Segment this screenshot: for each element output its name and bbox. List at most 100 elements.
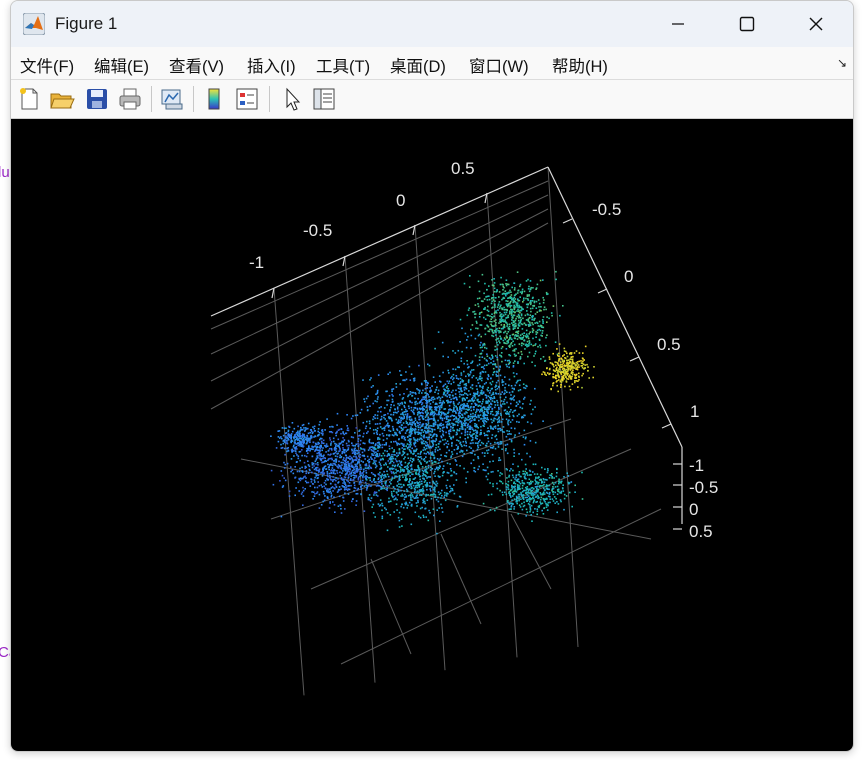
menu-file[interactable]: 文件(F) xyxy=(20,58,75,76)
scatter-point xyxy=(498,427,500,430)
scatter-point xyxy=(545,336,547,339)
scatter-point xyxy=(434,347,436,350)
scatter-point xyxy=(437,491,440,493)
scatter-point xyxy=(403,437,406,440)
scatter-point xyxy=(428,509,430,512)
scatter-point xyxy=(533,499,536,501)
scatter-point xyxy=(468,379,470,381)
scatter-point xyxy=(513,308,515,311)
save-icon[interactable] xyxy=(84,86,110,112)
scatter-point xyxy=(523,322,526,324)
scatter-point xyxy=(500,321,502,324)
insert-colorbar-icon[interactable] xyxy=(201,86,227,112)
scatter-point xyxy=(454,459,457,461)
scatter-point xyxy=(408,480,410,483)
scatter-point xyxy=(492,428,494,430)
scatter-point xyxy=(563,354,565,356)
scatter-point xyxy=(479,344,481,346)
scatter-point xyxy=(462,404,465,407)
scatter-point xyxy=(432,419,435,422)
scatter-point xyxy=(494,345,497,348)
scatter-point xyxy=(396,452,398,454)
dock-arrow-icon[interactable]: ↘ xyxy=(836,56,847,70)
figure-canvas[interactable]: -1 -0.5 0 0.5 -0.5 0 0.5 1 -1 -0.5 0 0.5 xyxy=(11,119,853,751)
menu-view[interactable]: 查看(V) xyxy=(169,58,224,76)
scatter-point xyxy=(403,411,406,413)
link-plot-icon[interactable] xyxy=(159,86,185,112)
scatter-point xyxy=(530,474,532,476)
scatter-point xyxy=(499,459,502,461)
new-figure-icon[interactable] xyxy=(16,86,42,112)
scatter-point xyxy=(542,279,544,281)
close-button[interactable] xyxy=(781,1,851,47)
scatter-point xyxy=(418,470,421,472)
scatter-point xyxy=(357,479,360,481)
scatter-point xyxy=(464,332,467,335)
scatter-point xyxy=(509,361,511,363)
scatter-point xyxy=(417,469,419,471)
scatter-point xyxy=(418,485,420,487)
scatter-point xyxy=(462,380,464,383)
scatter-point xyxy=(555,364,557,367)
scatter-point xyxy=(350,471,353,474)
scatter-point xyxy=(440,424,443,427)
menu-help[interactable]: 帮助(H) xyxy=(552,58,608,76)
scatter-point xyxy=(501,379,504,381)
scatter-point xyxy=(425,475,427,477)
scatter-point xyxy=(305,481,308,484)
menu-edit[interactable]: 编辑(E) xyxy=(94,58,149,76)
scatter-point xyxy=(408,462,410,464)
scatter-point xyxy=(541,326,543,328)
menu-window[interactable]: 窗口(W) xyxy=(469,58,529,76)
property-inspector-icon[interactable] xyxy=(311,86,337,112)
scatter-point xyxy=(452,418,455,421)
scatter-point xyxy=(301,428,304,431)
scatter-point xyxy=(508,476,510,478)
scatter-point xyxy=(486,299,489,301)
scatter-point xyxy=(472,428,474,431)
scatter-point xyxy=(494,388,497,391)
pointer-icon[interactable] xyxy=(279,86,305,112)
menu-tools[interactable]: 工具(T) xyxy=(316,58,371,76)
scatter-point xyxy=(418,432,421,434)
menu-insert[interactable]: 插入(I) xyxy=(247,58,296,76)
scatter-point xyxy=(409,401,412,403)
scatter-point xyxy=(367,395,369,398)
scatter-point xyxy=(513,498,516,500)
scatter-point xyxy=(302,477,304,480)
scatter-point xyxy=(502,494,504,496)
scatter-point xyxy=(297,457,300,460)
scatter-point xyxy=(410,467,413,470)
scatter-point xyxy=(528,498,530,500)
scatter-point xyxy=(392,461,395,464)
scatter-point xyxy=(433,425,435,427)
scatter-point xyxy=(422,514,425,517)
open-file-icon[interactable] xyxy=(49,86,75,112)
maximize-button[interactable] xyxy=(712,1,782,47)
scatter-point xyxy=(292,436,295,438)
insert-legend-icon[interactable] xyxy=(234,86,260,112)
scatter-point xyxy=(490,411,492,413)
scatter-point xyxy=(499,489,501,492)
scatter-point xyxy=(330,487,333,489)
scatter-point xyxy=(531,307,534,310)
scatter-point xyxy=(485,421,488,423)
scatter-point xyxy=(326,474,329,476)
scatter-point xyxy=(416,505,418,507)
minimize-button[interactable] xyxy=(643,1,713,47)
scatter-point xyxy=(525,492,528,494)
scatter-point xyxy=(479,378,482,380)
scatter-point xyxy=(538,504,541,507)
menu-desktop[interactable]: 桌面(D) xyxy=(390,58,446,76)
scatter-point xyxy=(506,323,509,326)
scatter-point xyxy=(344,462,347,465)
scatter-point xyxy=(315,448,318,451)
scatter-point xyxy=(398,419,400,421)
scatter-point xyxy=(380,455,383,457)
print-icon[interactable] xyxy=(117,86,143,112)
scatter-point xyxy=(495,434,497,437)
scatter-point xyxy=(343,486,346,488)
scatter-point xyxy=(490,398,492,401)
scatter-point xyxy=(320,457,322,460)
scatter-point xyxy=(576,361,579,363)
